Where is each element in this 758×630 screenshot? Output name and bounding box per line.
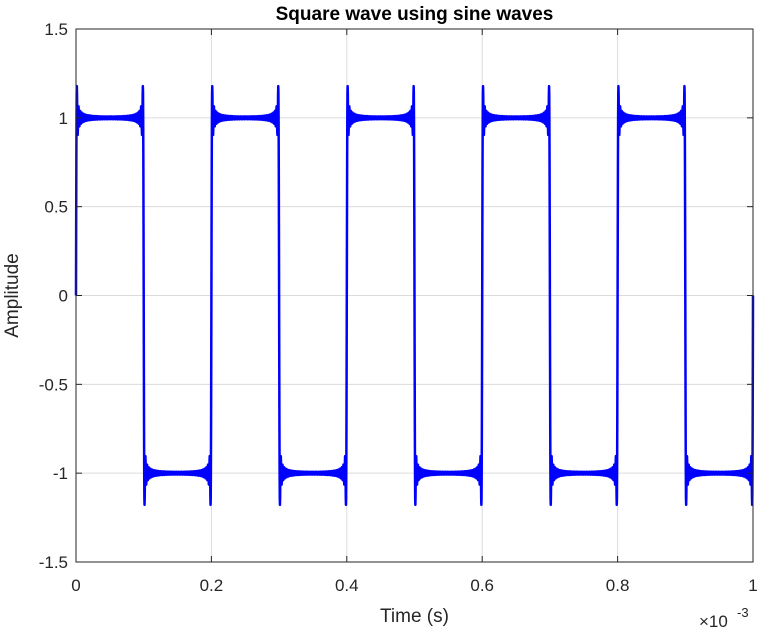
x-tick-label: 0.2 — [200, 576, 224, 595]
series-line-0 — [74, 84, 755, 507]
chart-title: Square wave using sine waves — [276, 4, 554, 25]
y-tick-label: 0 — [59, 287, 68, 306]
x-tick-label: 0 — [71, 576, 80, 595]
tick-layer: 0 0.2 0.4 0.6 0.8 1 1.5 1 0.5 0 -0.5 -1 -1.5 — [39, 20, 758, 595]
y-tick-label: 1.5 — [44, 20, 68, 39]
x-tick-label: 1 — [748, 576, 757, 595]
x-tick-label: 0.6 — [470, 576, 494, 595]
x-axis-label: Time (s) — [380, 606, 449, 627]
y-tick-label: -0.5 — [39, 375, 68, 394]
x-tick-label: 0.8 — [606, 576, 630, 595]
y-axis-label: Amplitude — [2, 253, 23, 338]
x-axis-exponent: ×10 -3 — [699, 605, 749, 630]
series-layer — [74, 84, 755, 507]
y-tick-label: 1 — [59, 109, 68, 128]
x-exponent-base: ×10 — [699, 612, 728, 630]
x-exponent-power: -3 — [737, 605, 749, 620]
y-tick-label: -1 — [53, 464, 68, 483]
x-tick-label: 0.4 — [335, 576, 359, 595]
y-tick-label: 0.5 — [44, 198, 68, 217]
y-tick-label: -1.5 — [39, 553, 68, 572]
